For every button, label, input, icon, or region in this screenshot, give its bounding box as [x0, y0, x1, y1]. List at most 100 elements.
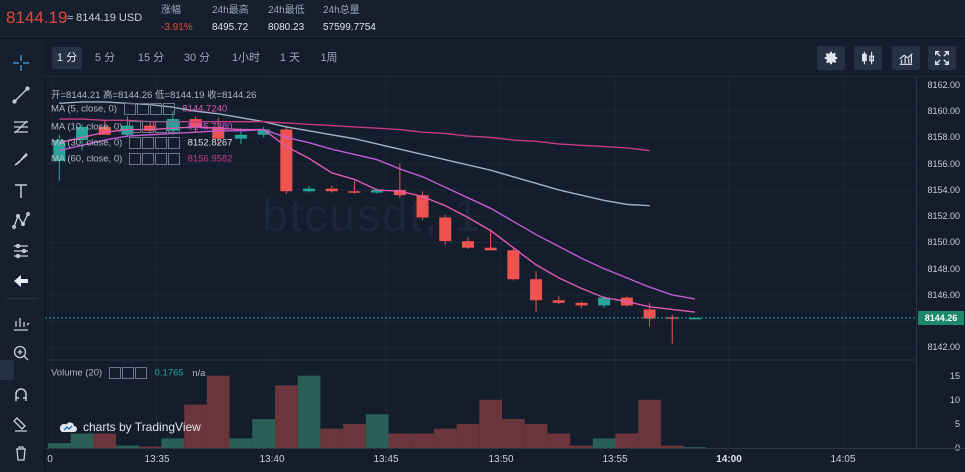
ticker-bar: 8144.19 ≈ 8144.19 USD 涨幅 -3.91% 24h最高 8495… [0, 0, 965, 39]
candle-body [575, 302, 588, 306]
ma60-value: 8156.9582 [187, 153, 233, 165]
ma60-legend[interactable]: MA (60, close, 0) 8156.9582 [51, 153, 232, 165]
volume-bar [229, 438, 253, 448]
ohlc-legend: 开=8144.21 高=8144.26 低=8144.19 收=8144.26 [51, 87, 256, 101]
timeframe-1m[interactable]: 1 分 [52, 47, 82, 69]
time-tick-label: 14:05 [830, 454, 856, 465]
lock-pencil-icon[interactable] [8, 412, 34, 438]
time-tick-label: 13:40 [259, 454, 285, 465]
collapse-toolbar-button[interactable] [0, 360, 14, 380]
candles-icon[interactable] [854, 46, 882, 70]
volume-bar [638, 399, 661, 448]
time-tick-label: 13:35 [144, 454, 170, 465]
measure-icon[interactable] [8, 238, 34, 264]
zoom-in-icon[interactable] [8, 340, 34, 366]
zoom-chart-icon[interactable] [8, 310, 34, 336]
candle-body [688, 317, 701, 320]
pattern-icon[interactable] [8, 208, 34, 234]
price-tick-label: 8150.00 [927, 237, 960, 248]
toolbar-divider [6, 298, 38, 299]
indicators-icon[interactable] [892, 46, 920, 70]
ma10-controls[interactable] [128, 121, 181, 133]
candle-body [552, 300, 565, 303]
volume-bar [161, 438, 185, 448]
fullscreen-icon[interactable] [928, 46, 956, 70]
time-axis[interactable]: 0 13:35 13:40 13:45 13:50 13:55 14:00 14:05 [45, 448, 965, 472]
candle-body [643, 309, 656, 319]
current-price-tag: 8144.26 [918, 310, 964, 325]
volume-bar [93, 433, 117, 448]
candle-body [325, 188, 338, 192]
stat-high: 24h最高 8495.72 [212, 5, 249, 33]
tradingview-branding[interactable]: charts by TradingView [58, 420, 201, 434]
ma-line-ma30 [59, 101, 650, 207]
timeframe-1w[interactable]: 1周 [320, 52, 338, 64]
price-axis[interactable]: 8162.00 8160.00 8158.00 8156.00 8154.00 8152.… [916, 77, 965, 453]
ma30-legend[interactable]: MA (30, close, 0) 8152.8267 [51, 137, 232, 149]
volume-bar [252, 419, 275, 448]
candle-body [212, 126, 225, 139]
volume-bar [138, 446, 162, 448]
candle-body [348, 191, 361, 193]
timeframe-1d[interactable]: 1 天 [279, 52, 301, 64]
volume-bar [48, 443, 71, 448]
back-arrow-icon[interactable] [8, 268, 34, 294]
ma60-label: MA (60, close, 0) [51, 153, 123, 165]
ma-line-ma5 [59, 126, 696, 313]
ma5-label: MA (5, close, 0) [51, 103, 117, 115]
volume-controls[interactable] [108, 367, 148, 379]
price-tick-label: 8142.00 [927, 342, 960, 353]
last-price: 8144.19 [6, 8, 68, 27]
timeframe-5m[interactable]: 5 分 [94, 52, 116, 64]
ma5-legend[interactable]: MA (5, close, 0) 8144.7240 [51, 103, 227, 115]
volume-bar [479, 399, 502, 448]
volume-bar [343, 423, 366, 448]
trash-icon[interactable] [8, 440, 34, 466]
volume-bar [502, 419, 525, 448]
ma30-controls[interactable] [128, 137, 181, 149]
volume-tick-label: 5 [954, 418, 960, 429]
candle-body [598, 297, 611, 306]
volume-bar [70, 433, 94, 448]
candle-body [666, 317, 679, 319]
price-tick-label: 8156.00 [927, 158, 960, 169]
volume-bar [592, 438, 616, 448]
volume-bar [456, 423, 480, 448]
volume-bar [570, 445, 593, 448]
candle-body [166, 119, 179, 131]
price-tick-label: 8162.00 [927, 79, 960, 90]
price-tick-label: 8152.00 [927, 211, 960, 222]
ma10-legend[interactable]: MA (10, close, 0) 8145.7380 [51, 121, 232, 133]
time-tick-label: 0 [47, 454, 53, 465]
price-chart[interactable] [45, 77, 916, 448]
ma-line-ma10 [59, 128, 696, 300]
volume-bar [615, 433, 639, 448]
ohlc-values: 开=8144.21 高=8144.26 低=8144.19 收=8144.26 [51, 90, 257, 101]
volume-tick-label: 15 [949, 370, 960, 381]
ma5-controls[interactable] [123, 103, 176, 115]
timeframe-30m[interactable]: 30 分 [183, 52, 211, 64]
brush-icon[interactable] [8, 146, 34, 172]
time-tick-label: 13:50 [488, 454, 514, 465]
crosshair-icon[interactable] [8, 50, 34, 76]
drawing-toolbar [0, 40, 45, 471]
timeframe-15m[interactable]: 15 分 [137, 52, 165, 64]
price-tick-label: 8154.00 [927, 184, 960, 195]
settings-icon[interactable] [817, 46, 845, 70]
candle-body [189, 119, 202, 127]
candle-body [53, 140, 66, 162]
trendline-icon[interactable] [8, 82, 34, 108]
volume-bar [297, 375, 321, 448]
timeframe-1h[interactable]: 1小时 [231, 52, 261, 64]
candle-body [507, 250, 520, 280]
magnet-icon[interactable] [8, 382, 34, 408]
volume-legend[interactable]: Volume (20) 0.1765 n/a [51, 367, 205, 379]
fib-icon[interactable] [8, 114, 34, 140]
candle-body [234, 134, 247, 139]
ma60-controls[interactable] [128, 153, 181, 165]
volume-bar [683, 447, 707, 448]
text-icon[interactable] [8, 178, 34, 204]
volume-label: Volume (20) [51, 367, 103, 379]
price-usd: ≈ 8144.19 USD [67, 12, 143, 24]
volume-bar [411, 433, 434, 448]
